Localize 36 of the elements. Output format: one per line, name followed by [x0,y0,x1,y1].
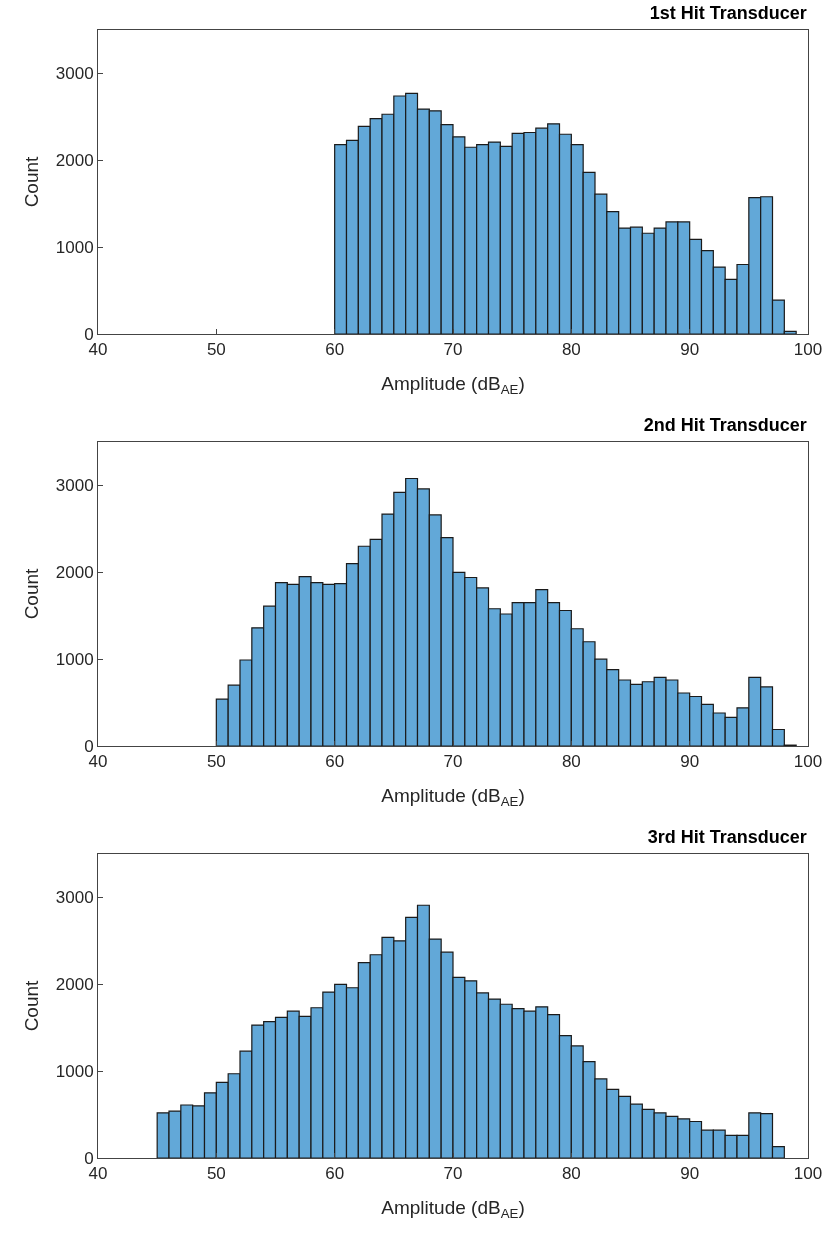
y-tick-label: 3000 [55,64,94,84]
x-tick-label: 70 [443,752,463,772]
chart-title: 2nd Hit Transducer [643,414,807,435]
x-tick-label: 80 [561,340,581,360]
y-tick-label: 2000 [55,975,94,995]
y-tick-label: 1000 [55,238,94,258]
y-tick-label: 3000 [55,476,94,496]
x-axis-title: Amplitude (dB$_{AE}$) [381,373,525,398]
x-tick-label: 70 [443,340,463,360]
x-axis-title: Amplitude (dB$_{AE}$) [381,785,525,810]
x-tick-label: 90 [680,1164,700,1184]
x-tick-label: 50 [206,752,226,772]
x-tick-label: 90 [680,752,700,772]
y-axis-title: Count [20,567,42,620]
y-tick-label: 3000 [55,888,94,908]
y-tick-label: 1000 [55,1062,94,1082]
y-axis-title: Count [20,155,42,208]
x-tick-label: 100 [793,752,823,772]
x-tick-label: 80 [561,752,581,772]
y-tick-label: 1000 [55,650,94,670]
x-tick-label: 70 [443,1164,463,1184]
x-tick-label: 80 [561,1164,581,1184]
y-tick-label: 2000 [55,151,94,171]
x-tick-label: 100 [793,340,823,360]
y-axis-title: Count [20,979,42,1032]
x-tick-label: 50 [206,1164,226,1184]
chart-title: 3rd Hit Transducer [647,826,807,847]
x-tick-label: 90 [680,340,700,360]
x-tick-label: 50 [206,340,226,360]
chart-title: 1st Hit Transducer [649,2,807,23]
y-tick-label: 2000 [55,563,94,583]
x-tick-label: 60 [325,1164,345,1184]
x-tick-label: 100 [793,1164,823,1184]
x-tick-label: 60 [325,752,345,772]
x-tick-label: 60 [325,340,345,360]
x-axis-title: Amplitude (dB$_{AE}$) [381,1197,525,1222]
